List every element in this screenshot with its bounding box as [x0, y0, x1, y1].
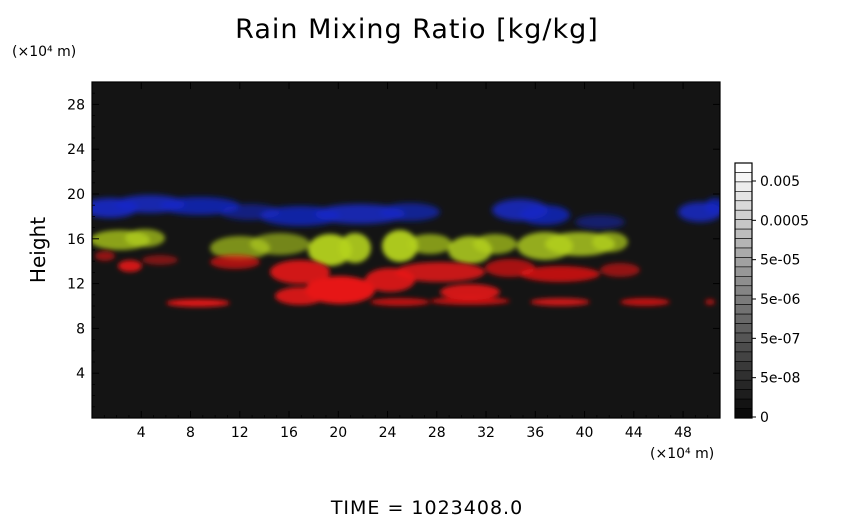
colorbar-swatch — [734, 332, 753, 343]
field-blob — [705, 299, 715, 305]
colorbar-label: 5e-05 — [760, 253, 800, 269]
field-blob — [95, 251, 115, 261]
colorbar-swatch — [734, 370, 753, 381]
blue-layer — [92, 195, 720, 229]
colorbar-swatch — [734, 379, 753, 390]
y-tick-label: 8 — [76, 321, 85, 337]
colorbar-swatch — [734, 257, 753, 268]
x-tick-label: 4 — [137, 425, 146, 441]
colorbar-swatch — [734, 238, 753, 249]
field-blob — [142, 255, 178, 265]
colorbar-swatch — [734, 266, 753, 277]
y-tick-label: 20 — [67, 187, 85, 203]
x-tick-label: 20 — [329, 425, 347, 441]
field-blob — [520, 205, 570, 225]
x-tick-label: 16 — [280, 425, 298, 441]
x-tick-label: 24 — [379, 425, 397, 441]
colorbar-label: 5e-07 — [760, 331, 800, 347]
colorbar-swatch — [734, 323, 753, 334]
colorbar-swatch — [734, 162, 753, 173]
y-tick-label: 4 — [76, 366, 85, 382]
field-blob — [370, 298, 430, 306]
field-blob — [250, 233, 310, 255]
field-blob — [380, 203, 440, 221]
x-tick-label: 36 — [526, 425, 544, 441]
field-blob — [592, 232, 628, 252]
x-tick-label: 12 — [231, 425, 249, 441]
time-footer: TIME = 1023408.0 — [330, 497, 524, 519]
colorbar-swatch — [734, 342, 753, 353]
colorbar-swatch — [734, 172, 753, 183]
field-blob — [430, 297, 510, 305]
x-tick-label: 40 — [576, 425, 594, 441]
colorbar-swatch — [734, 304, 753, 315]
colorbar-swatch — [734, 361, 753, 372]
field-blob — [339, 233, 371, 263]
y-tick-label: 28 — [67, 97, 85, 113]
colorbar-swatch — [734, 294, 753, 305]
colorbar-swatch — [734, 200, 753, 211]
colorbar-label: 0.0005 — [760, 213, 809, 229]
field-blob — [473, 234, 517, 254]
field-blob — [270, 260, 330, 284]
y-ticks: 4 8 12 16 20 24 28 — [67, 92, 720, 408]
field-blob — [382, 230, 418, 262]
yellow-layer — [92, 229, 628, 266]
field-blob — [160, 197, 240, 215]
field-blob — [530, 298, 590, 306]
field-blob — [620, 298, 670, 306]
field-blob — [575, 215, 625, 229]
field-blob — [600, 263, 640, 277]
colorbar-swatch — [734, 276, 753, 287]
colorbar-label: 5e-06 — [760, 292, 800, 308]
y-tick-label: 12 — [67, 277, 85, 293]
colorbar-label: 0 — [760, 410, 769, 426]
colorbar-label: 5e-08 — [760, 371, 800, 387]
field-blob — [210, 255, 260, 269]
x-tick-label: 48 — [674, 425, 692, 441]
colorbar-swatch — [734, 351, 753, 362]
colorbar-swatch — [734, 313, 753, 324]
colorbar-swatch — [734, 209, 753, 220]
x-tick-label: 44 — [625, 425, 643, 441]
field-blob — [166, 299, 230, 307]
colorbar-swatch — [734, 285, 753, 296]
field-blob — [705, 198, 720, 214]
x-tick-label: 32 — [477, 425, 495, 441]
colorbar-frame — [734, 162, 753, 419]
colorbar-swatch — [734, 247, 753, 258]
field-blob — [440, 284, 500, 300]
colorbar-swatch — [734, 408, 753, 419]
colorbar: 0.005 0.0005 5e-05 5e-06 5e-07 5e-08 0 — [734, 162, 809, 426]
x-tick-label: 8 — [186, 425, 195, 441]
colorbar-swatch — [734, 398, 753, 409]
x-ticks: 4 8 12 16 20 24 28 32 36 40 44 48 — [103, 82, 709, 441]
colorbar-swatch — [734, 228, 753, 239]
y-tick-label: 16 — [67, 232, 85, 248]
field-blob — [408, 234, 452, 254]
chart-title: Rain Mixing Ratio [kg/kg] — [235, 14, 599, 45]
field-blob — [395, 262, 485, 282]
y-tick-label: 24 — [67, 142, 85, 158]
field-blob — [275, 287, 325, 305]
x-axis-unit: (×10⁴ m) — [650, 446, 715, 462]
field-blob — [118, 260, 142, 272]
colorbar-swatch — [734, 389, 753, 400]
field-blobs — [92, 195, 720, 307]
field-blob — [125, 229, 165, 247]
colorbar-swatch — [734, 219, 753, 230]
red-layer — [95, 251, 715, 307]
colorbar-swatch — [734, 181, 753, 192]
colorbar-swatch — [734, 191, 753, 202]
field-blob — [520, 266, 600, 282]
y-axis-unit: (×10⁴ m) — [12, 44, 77, 60]
x-tick-label: 28 — [428, 425, 446, 441]
colorbar-label: 0.005 — [760, 174, 800, 190]
